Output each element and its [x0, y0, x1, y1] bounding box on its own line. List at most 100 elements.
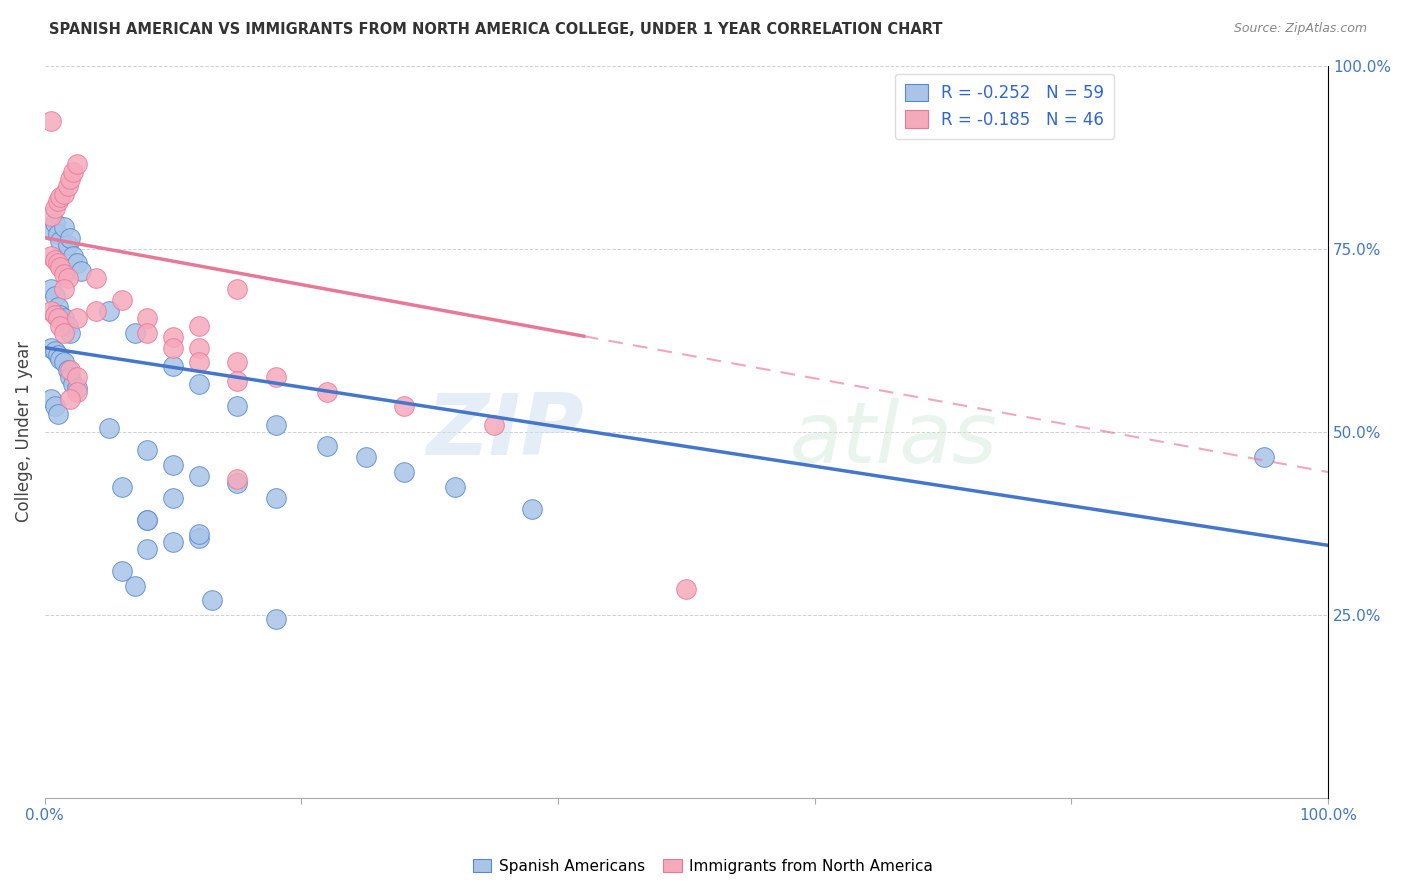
- Text: Source: ZipAtlas.com: Source: ZipAtlas.com: [1233, 22, 1367, 36]
- Point: [59, 362, 82, 376]
- Point: [53, 355, 76, 369]
- Point: [66, 370, 89, 384]
- Point: [111, 293, 134, 307]
- Text: SPANISH AMERICAN VS IMMIGRANTS FROM NORTH AMERICA COLLEGE, UNDER 1 YEAR CORRELAT: SPANISH AMERICAN VS IMMIGRANTS FROM NORT…: [49, 22, 942, 37]
- Point: [39, 392, 62, 406]
- Point: [39, 223, 62, 237]
- Legend: Spanish Americans, Immigrants from North America: Spanish Americans, Immigrants from North…: [467, 853, 939, 880]
- Point: [187, 531, 209, 545]
- Point: [44, 216, 66, 230]
- Point: [69, 263, 91, 277]
- Point: [46, 301, 69, 315]
- Point: [187, 355, 209, 369]
- Legend: R = -0.252   N = 59, R = -0.185   N = 46: R = -0.252 N = 59, R = -0.185 N = 46: [894, 74, 1115, 138]
- Point: [46, 256, 69, 270]
- Point: [354, 450, 377, 465]
- Point: [316, 440, 339, 454]
- Point: [59, 172, 82, 186]
- Point: [162, 329, 184, 343]
- Point: [56, 238, 79, 252]
- Point: [59, 326, 82, 340]
- Point: [46, 227, 69, 241]
- Point: [124, 326, 146, 340]
- Point: [39, 249, 62, 263]
- Point: [56, 318, 79, 333]
- Point: [53, 326, 76, 340]
- Point: [84, 304, 107, 318]
- Point: [66, 311, 89, 326]
- Point: [39, 113, 62, 128]
- Point: [98, 421, 121, 435]
- Point: [264, 417, 287, 432]
- Point: [46, 194, 69, 208]
- Point: [62, 165, 84, 179]
- Point: [66, 157, 89, 171]
- Point: [44, 289, 66, 303]
- Point: [46, 348, 69, 362]
- Point: [226, 282, 249, 296]
- Point: [226, 476, 249, 491]
- Point: [264, 612, 287, 626]
- Point: [49, 235, 72, 249]
- Point: [201, 593, 224, 607]
- Point: [46, 407, 69, 421]
- Point: [136, 513, 159, 527]
- Point: [444, 480, 467, 494]
- Point: [136, 311, 159, 326]
- Point: [226, 374, 249, 388]
- Point: [44, 344, 66, 359]
- Point: [49, 260, 72, 274]
- Point: [66, 381, 89, 395]
- Point: [136, 326, 159, 340]
- Point: [392, 399, 415, 413]
- Point: [53, 186, 76, 201]
- Point: [53, 282, 76, 296]
- Point: [39, 341, 62, 355]
- Point: [111, 480, 134, 494]
- Point: [226, 472, 249, 486]
- Point: [39, 282, 62, 296]
- Point: [264, 370, 287, 384]
- Point: [66, 384, 89, 399]
- Point: [392, 465, 415, 479]
- Point: [187, 318, 209, 333]
- Point: [482, 417, 505, 432]
- Text: atlas: atlas: [789, 398, 997, 481]
- Y-axis label: College, Under 1 year: College, Under 1 year: [15, 342, 32, 523]
- Point: [56, 362, 79, 376]
- Point: [53, 311, 76, 326]
- Point: [187, 341, 209, 355]
- Point: [39, 304, 62, 318]
- Point: [124, 579, 146, 593]
- Point: [62, 377, 84, 392]
- Point: [59, 392, 82, 406]
- Point: [98, 304, 121, 318]
- Point: [264, 491, 287, 505]
- Point: [1253, 450, 1275, 465]
- Point: [44, 202, 66, 216]
- Point: [162, 458, 184, 472]
- Point: [66, 256, 89, 270]
- Point: [53, 219, 76, 234]
- Point: [44, 308, 66, 322]
- Point: [46, 311, 69, 326]
- Point: [136, 513, 159, 527]
- Point: [187, 468, 209, 483]
- Point: [187, 527, 209, 541]
- Point: [53, 268, 76, 282]
- Point: [59, 370, 82, 384]
- Point: [49, 190, 72, 204]
- Point: [162, 359, 184, 373]
- Point: [226, 355, 249, 369]
- Point: [56, 179, 79, 194]
- Point: [44, 252, 66, 267]
- Point: [226, 399, 249, 413]
- Point: [84, 271, 107, 285]
- Point: [49, 351, 72, 366]
- Point: [136, 541, 159, 556]
- Point: [316, 384, 339, 399]
- Point: [62, 249, 84, 263]
- Point: [675, 582, 697, 597]
- Point: [162, 491, 184, 505]
- Text: ZIP: ZIP: [426, 391, 583, 474]
